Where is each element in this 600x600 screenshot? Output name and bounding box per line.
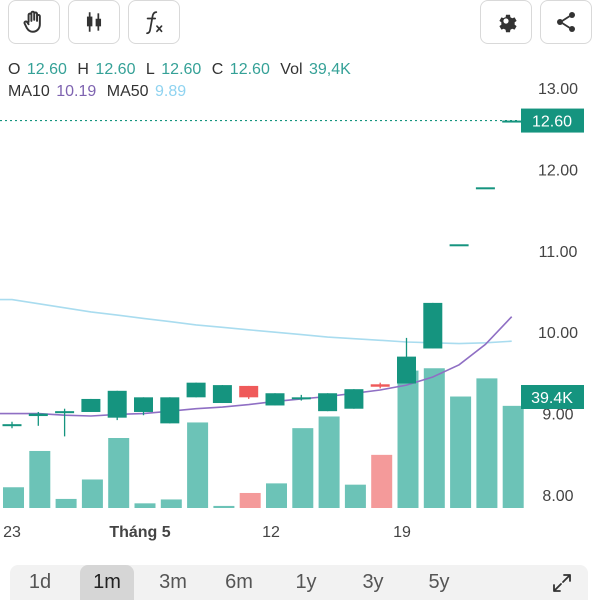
ma-legend: MA10 10.19 MA50 9.89: [8, 83, 192, 101]
volume-bar: [371, 454, 393, 508]
candle-body: [344, 389, 364, 409]
volume-value: 39,4K: [309, 61, 351, 78]
last-volume-tag: [521, 385, 584, 409]
low-value: 12.60: [161, 61, 202, 78]
draw-tool-button[interactable]: [8, 0, 60, 44]
volume-bar: [187, 422, 209, 508]
candle-body: [291, 397, 311, 400]
time-tick-label: 23: [3, 524, 21, 541]
candle-body: [212, 385, 232, 404]
volume-bar: [29, 450, 51, 508]
low-label: L: [145, 61, 155, 78]
last-price-tag: [521, 108, 584, 133]
range-button-1m[interactable]: 1m: [80, 565, 134, 600]
volume-bar: [397, 370, 419, 508]
time-tick-label: Tháng 5: [109, 524, 170, 541]
open-label: O: [8, 61, 21, 78]
ma10-value: 10.19: [56, 83, 97, 100]
function-icon: [146, 11, 163, 35]
range-button-1d[interactable]: 1d: [28, 571, 52, 593]
gear-icon: [499, 14, 517, 33]
candles: [2, 120, 522, 437]
volume-bar: [160, 499, 182, 508]
price-tags: 12.60 39.4K: [0, 108, 584, 409]
range-button-1y[interactable]: 1y: [295, 571, 317, 593]
high-value: 12.60: [95, 61, 136, 78]
volume-bar: [476, 378, 498, 508]
price-tick-label: 12.00: [538, 162, 578, 179]
price-axis: 8.00 9.00 10.00 11.00 12.00 13.00: [538, 81, 578, 505]
time-tick-label: 19: [393, 524, 411, 541]
volume-bar: [213, 505, 235, 508]
volume-bar: [450, 396, 472, 508]
candle-body: [239, 385, 259, 398]
volume-bar: [502, 405, 524, 508]
range-selector: 1d 1m 3m 6m 1y 3y 5y: [0, 565, 600, 600]
ma50-label: MA50: [106, 83, 149, 100]
volume-bar: [318, 416, 340, 508]
range-button-6m[interactable]: 6m: [225, 571, 253, 593]
hand-icon: [23, 10, 41, 33]
close-label: C: [211, 61, 224, 78]
ma10-label: MA10: [8, 83, 50, 100]
volume-bar: [239, 492, 261, 508]
candle-body: [502, 120, 522, 123]
volume-bar: [266, 483, 287, 508]
volume-bar: [55, 498, 77, 508]
volume-bar: [423, 368, 445, 508]
range-button-5y[interactable]: 5y: [428, 571, 450, 593]
volume-bar: [134, 503, 156, 508]
volume-bar: [292, 428, 314, 508]
candle-body: [81, 398, 101, 412]
expand-icon: [553, 573, 571, 592]
price-chart[interactable]: 8.00 9.00 10.00 11.00 12.00 13.00 23 Tháng 5 12…: [0, 0, 600, 560]
volume-bars: [3, 368, 524, 508]
ma10-path: [0, 316, 513, 417]
volume-bar: [81, 479, 103, 508]
candle-body: [370, 384, 390, 387]
candle-body: [265, 393, 285, 406]
candle-body: [160, 397, 180, 424]
last-volume-tag-label: 39.4K: [531, 390, 573, 407]
range-button-3y[interactable]: 3y: [362, 571, 384, 593]
candle-body: [134, 397, 153, 412]
high-label: H: [77, 61, 89, 78]
candle-body: [423, 302, 443, 349]
volume-bar: [108, 438, 130, 508]
price-tick-label: 13.00: [538, 81, 578, 98]
indicator-button[interactable]: [128, 0, 180, 44]
ohlc-legend: O 12.60 H 12.60 L 12.60 C 12.60 Vol 39,4…: [8, 61, 357, 79]
time-tick-label: 12: [262, 524, 280, 541]
share-button[interactable]: [540, 0, 592, 44]
price-tick-label: 9.00: [542, 407, 573, 424]
price-tick-label: 11.00: [539, 244, 578, 261]
volume-bar: [3, 487, 24, 508]
candlestick-icon: [86, 12, 102, 32]
price-tick-label: 8.00: [542, 488, 573, 505]
candle-body: [318, 393, 338, 412]
candle-body: [28, 413, 48, 417]
candle-body: [397, 356, 416, 384]
volume-label: Vol: [280, 61, 303, 78]
fullscreen-button[interactable]: [540, 565, 584, 600]
range-button-3m[interactable]: 3m: [159, 571, 187, 593]
chart-type-button[interactable]: [68, 0, 120, 44]
candle-body: [55, 411, 75, 414]
open-value: 12.60: [26, 61, 67, 78]
candle-body: [186, 382, 206, 398]
settings-button[interactable]: [480, 0, 532, 44]
last-price-tag-label: 12.60: [532, 114, 572, 131]
ma50-value: 9.89: [155, 83, 187, 100]
candle-body: [475, 187, 495, 190]
price-tick-label: 10.00: [538, 325, 578, 342]
volume-bar: [344, 484, 366, 508]
time-axis: 23 Tháng 5 12 19: [3, 524, 411, 541]
candle-body: [2, 424, 22, 427]
candle-body: [107, 390, 127, 418]
close-value: 12.60: [229, 61, 270, 78]
share-icon: [557, 12, 575, 32]
ma10-line: [0, 316, 513, 417]
candle-body: [449, 244, 469, 247]
